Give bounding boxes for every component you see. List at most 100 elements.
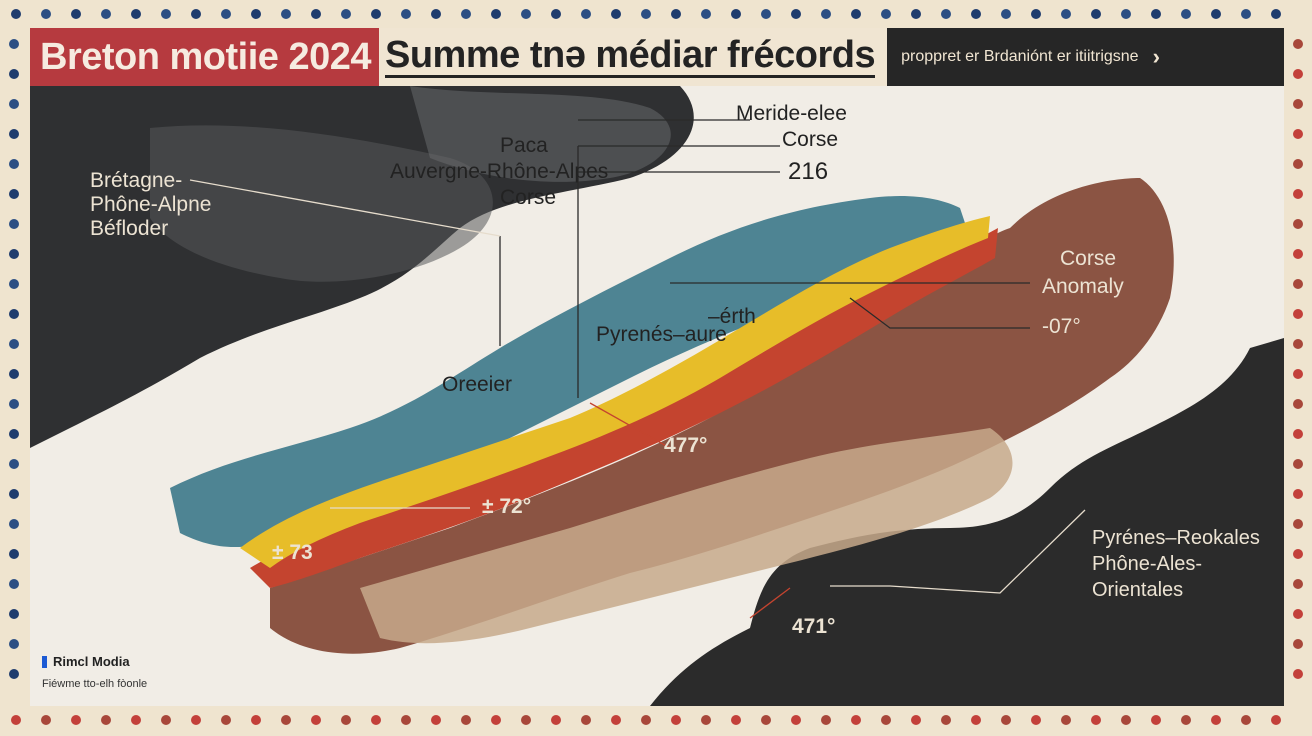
border-dot [1293, 159, 1303, 169]
map-frame: Breton motiie 2024 Summe tnə médiar fréc… [30, 28, 1284, 706]
credit-text: Fiéwme tto-elh fòonle [42, 678, 148, 690]
border-dot [71, 715, 81, 725]
border-dot [9, 489, 19, 499]
border-dot [461, 715, 471, 725]
border-dot [341, 715, 351, 725]
label-erth: –érth [708, 305, 756, 328]
border-dot [9, 369, 19, 379]
border-dot [1061, 9, 1071, 19]
warm-brown-zone [270, 178, 1174, 654]
border-dot [581, 715, 591, 725]
border-dot [1293, 519, 1303, 529]
tan-zone [360, 428, 1013, 644]
label-phone-ales: Phône-Ales- [1092, 553, 1203, 575]
chevron-right-icon[interactable]: › [1152, 44, 1160, 69]
border-dot [9, 129, 19, 139]
border-dot [491, 715, 501, 725]
border-dot [851, 715, 861, 725]
border-dot [641, 715, 651, 725]
border-dot [551, 9, 561, 19]
label-orientales: Orientales [1092, 579, 1184, 601]
border-dot [341, 9, 351, 19]
border-dot [1293, 609, 1303, 619]
border-dot [1293, 309, 1303, 319]
border-dot [1293, 369, 1303, 379]
border-dot [281, 715, 291, 725]
leader-line-477 [589, 402, 671, 449]
header-link[interactable]: proppret er Brdaniónt er itiitrigsne › [901, 44, 1160, 70]
border-dot [9, 309, 19, 319]
border-dot [9, 639, 19, 649]
dark-land-region [650, 338, 1284, 706]
label-473: ± 73 [272, 541, 313, 564]
border-dot [791, 715, 801, 725]
border-dot [251, 9, 261, 19]
border-dot [311, 9, 321, 19]
leader-line-south [830, 509, 1086, 594]
border-dot [1001, 9, 1011, 19]
border-dot [1293, 429, 1303, 439]
border-dot [1151, 715, 1161, 725]
label-anomaly: Anomaly [1042, 275, 1124, 298]
border-dot [1061, 715, 1071, 725]
border-dot [821, 715, 831, 725]
leader-line-red-bottom [749, 587, 791, 619]
border-dot [101, 715, 111, 725]
label-pyrenees-aure: Pyrenés–aure [596, 323, 727, 346]
border-dot [9, 579, 19, 589]
border-dot [131, 9, 141, 19]
border-dot [1293, 279, 1303, 289]
border-dot [971, 715, 981, 725]
border-dot [1031, 715, 1041, 725]
border-dot [1001, 715, 1011, 725]
border-dot [401, 715, 411, 725]
border-dot [371, 715, 381, 725]
border-dot [9, 609, 19, 619]
cool-zone [170, 196, 970, 548]
title-main-text: Summe tnə médiar frécords [385, 35, 876, 79]
label-216: 216 [788, 158, 829, 185]
border-dot [41, 715, 51, 725]
label-corse-right: Corse [1060, 247, 1117, 270]
border-dot [1293, 219, 1303, 229]
border-dot [911, 715, 921, 725]
border-dot [1151, 9, 1161, 19]
label-pyrenes-reokales: Pyrénes–Reokales [1092, 527, 1260, 549]
border-dot [9, 519, 19, 529]
leader-line-bretagne [189, 179, 501, 237]
border-dot [11, 9, 21, 19]
border-dot [731, 715, 741, 725]
border-dot [791, 9, 801, 19]
border-dot [851, 9, 861, 19]
border-dot [491, 9, 501, 19]
border-dot [1121, 715, 1131, 725]
label-befloder: Béfloder [90, 217, 169, 240]
label-472: ± 72° [482, 495, 532, 518]
border-dot [941, 9, 951, 19]
border-dot [731, 9, 741, 19]
label-meride-elee: Meride-elee [736, 102, 847, 125]
border-dot [161, 9, 171, 19]
border-dot [9, 669, 19, 679]
border-dot [1293, 579, 1303, 589]
border-dot [221, 715, 231, 725]
border-dot [9, 429, 19, 439]
border-dot [9, 279, 19, 289]
border-dot [701, 715, 711, 725]
title-bar: Breton motiie 2024 Summe tnə médiar fréc… [30, 28, 1284, 86]
header-link-text[interactable]: proppret er Brdaniónt er itiitrigsne [901, 48, 1139, 65]
border-dot [9, 249, 19, 259]
border-dot [911, 9, 921, 19]
border-dot [881, 715, 891, 725]
border-dot [1181, 715, 1191, 725]
hot-yellow-zone [240, 216, 990, 568]
border-dot [191, 715, 201, 725]
border-dot [761, 9, 771, 19]
border-dot [41, 9, 51, 19]
border-dot [671, 9, 681, 19]
border-dot [431, 9, 441, 19]
border-dot [1211, 9, 1221, 19]
label-corse-top: Corse [782, 128, 839, 151]
border-dot [9, 549, 19, 559]
border-dot [9, 399, 19, 409]
